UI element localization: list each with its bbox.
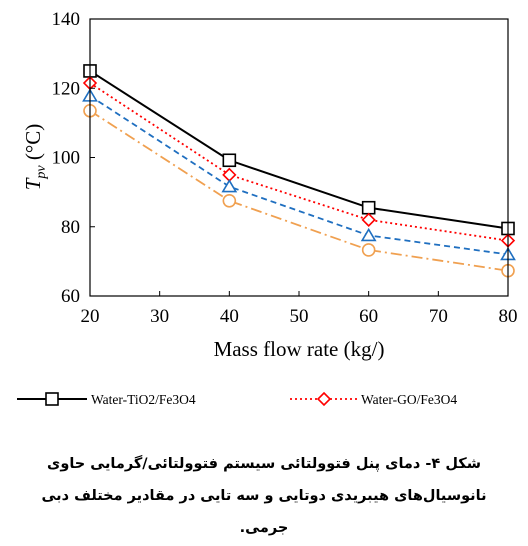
series-1 (83, 64, 515, 236)
y-tick-label: 140 (52, 9, 81, 30)
y-tick-label: 80 (61, 217, 80, 238)
data-point (361, 200, 376, 215)
x-tick-label: 20 (81, 306, 100, 327)
series-3 (82, 88, 516, 261)
series-line (89, 70, 509, 230)
legend-entry: Water-TiO2/Fe3O4 (17, 392, 196, 407)
x-tick-label: 50 (290, 306, 309, 327)
x-tick-label: 80 (499, 306, 518, 327)
figure-caption: شکل ۴- دمای پنل فتوولتائی سیستم فتوولتائ… (41, 456, 487, 536)
x-tick-label: 60 (359, 306, 378, 327)
data-point (361, 212, 376, 227)
x-axis-title: Mass flow rate (kg/) (214, 337, 385, 361)
y-axis-title: Tpv (°C) (21, 124, 49, 191)
axes (89, 18, 509, 297)
legend-entry: Water-GO/Fe3O4 (290, 391, 457, 407)
legend-marker (45, 392, 59, 406)
series-line (89, 82, 509, 242)
x-tick-label: 30 (150, 306, 169, 327)
legend-marker (316, 391, 332, 407)
data-point (361, 243, 376, 257)
series-line (89, 95, 509, 256)
y-tick-label: 60 (61, 286, 80, 307)
series-4 (83, 103, 515, 278)
x-tick-label: 40 (220, 306, 239, 327)
tick-labels: 60 80 100 120 140 20 30 40 50 60 70 80 (52, 9, 518, 327)
data-point (222, 193, 237, 208)
y-tick-label: 120 (52, 78, 81, 99)
data-point (360, 227, 377, 242)
line-chart: 60 80 100 120 140 20 30 40 50 60 70 80 Mass flow ra… (17, 9, 518, 407)
legend-label: Water-TiO2/Fe3O4 (91, 392, 196, 407)
plot-area (82, 64, 516, 278)
data-point (222, 153, 237, 168)
data-point (221, 179, 238, 193)
legend: Water-TiO2/Fe3O4Water-GO/Fe3O4Water-GO/T… (17, 391, 457, 407)
series-2 (82, 75, 516, 248)
legend-label: Water-GO/Fe3O4 (361, 392, 457, 407)
series-line (89, 110, 509, 272)
x-tick-label: 70 (429, 306, 448, 327)
y-tick-label: 100 (52, 148, 81, 169)
plot-frame (89, 18, 509, 297)
